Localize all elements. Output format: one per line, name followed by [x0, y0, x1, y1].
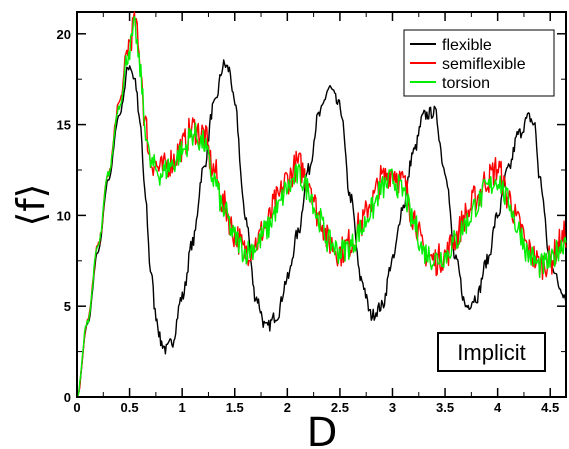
- x-tick-label: 1.5: [226, 400, 244, 415]
- x-tick-label: 3.5: [436, 400, 454, 415]
- series-line-flexible: [76, 59, 567, 398]
- legend: flexible semiflexible torsion: [403, 29, 555, 97]
- x-tick-label: 2.5: [331, 400, 349, 415]
- series-line-torsion: [76, 16, 567, 398]
- y-axis-title: ⟨f⟩: [9, 183, 53, 226]
- x-tick-label: 4.5: [541, 400, 559, 415]
- annotation-frame: [437, 332, 546, 372]
- y-tick-label: 5: [64, 299, 71, 314]
- plot-frame: [76, 11, 567, 398]
- x-tick-label: 2: [284, 400, 291, 415]
- y-tick-label: 0: [64, 390, 71, 405]
- x-tick-label: 0: [73, 400, 80, 415]
- y-tick-label: 15: [57, 118, 71, 133]
- legend-label-semiflexible: semiflexible: [442, 56, 526, 73]
- series-layer: [76, 11, 567, 398]
- x-axis-title: D: [307, 410, 338, 449]
- x-tick-label: 1: [179, 400, 186, 415]
- annotation-box: Implicit: [437, 332, 546, 372]
- y-tick-label: 10: [57, 208, 71, 223]
- x-tick-label: 4: [494, 400, 502, 415]
- legend-label-torsion: torsion: [442, 75, 490, 92]
- y-tick-label: 20: [57, 27, 71, 42]
- x-tick-label: 3: [389, 400, 396, 415]
- legend-label-flexible: flexible: [442, 37, 492, 54]
- x-tick-label: 0.5: [121, 400, 139, 415]
- annotation-label: Implicit: [457, 340, 525, 365]
- series-line-semiflexible: [76, 11, 567, 398]
- ticks-layer: 0 0.5 1 1.5 2 2.5 3 3.5 4 4.5 0 5 10 15 20: [57, 12, 566, 415]
